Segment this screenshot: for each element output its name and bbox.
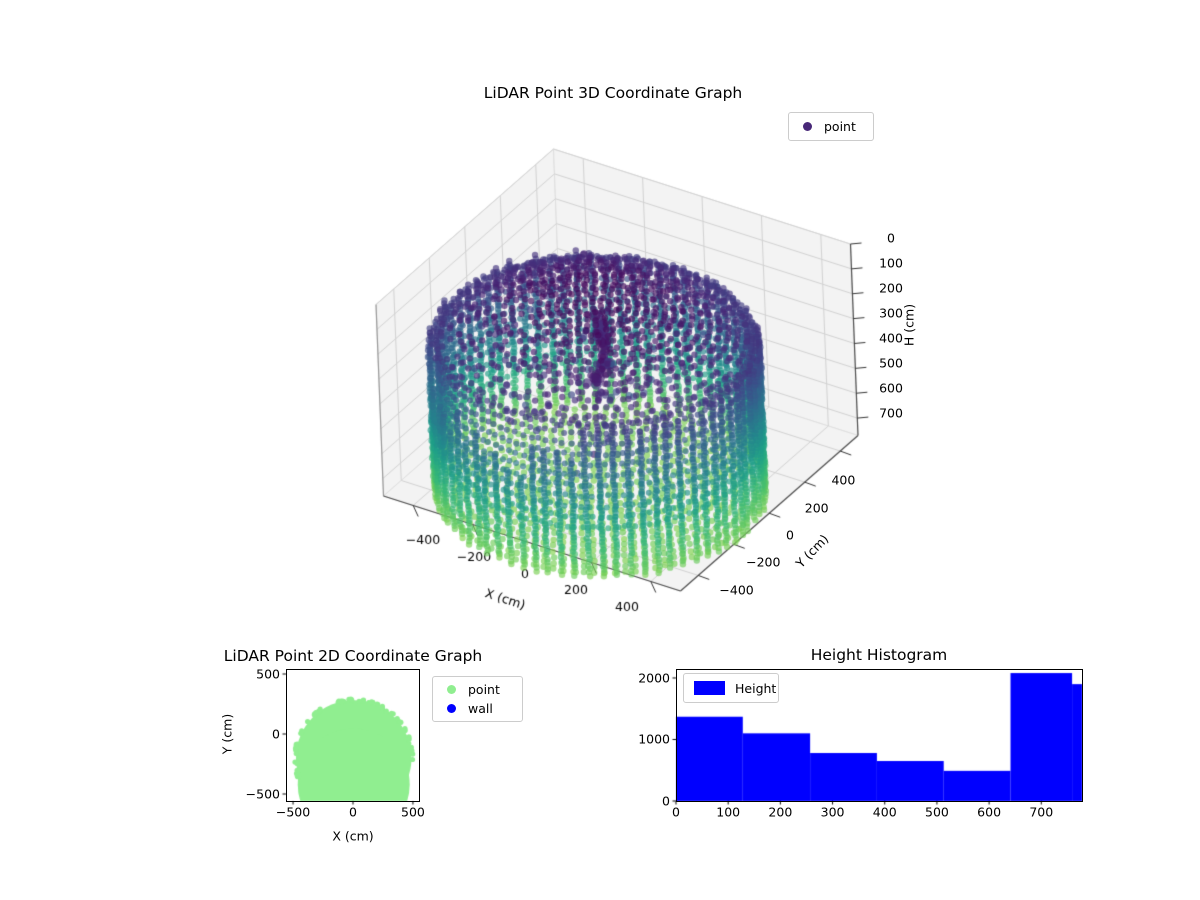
plot3d-title: LiDAR Point 3D Coordinate Graph <box>483 84 743 102</box>
plot3d-ytick-label: −200 <box>746 554 781 570</box>
histogram-xtick-label: 0 <box>672 804 680 820</box>
plot2d-title: LiDAR Point 2D Coordinate Graph <box>223 647 483 665</box>
point-marker-icon <box>447 685 456 694</box>
plot2d-xtick-label: 500 <box>401 804 425 820</box>
legend-label: Height <box>735 680 777 696</box>
histogram-xtick-label: 600 <box>977 804 1002 820</box>
histogram-legend[interactable]: Height <box>683 673 779 703</box>
plot3d-ytick-label: 400 <box>831 472 856 488</box>
plot2d-ytick-label: −500 <box>245 786 280 802</box>
height-swatch-icon <box>694 681 725 695</box>
plot3d-zlabel: H (cm) <box>901 303 917 347</box>
plot2d-ytick-label: 0 <box>272 726 280 742</box>
histogram-xtick-label: 200 <box>768 804 793 820</box>
plot2d-ytick-label: 500 <box>256 666 280 682</box>
plot3d-ztick-label: 200 <box>879 280 903 296</box>
plot3d-ztick-label: 100 <box>879 255 903 271</box>
legend-label: point <box>468 682 500 697</box>
plot2d-xlabel: X (cm) <box>332 828 374 844</box>
plot3d-ztick-label: 400 <box>879 330 903 346</box>
histogram-title: Height Histogram <box>810 646 948 664</box>
point-marker-icon <box>803 122 812 131</box>
plot3d-ytick-label: 0 <box>786 527 794 543</box>
plot2d-xtick-label: −500 <box>275 804 311 820</box>
plot2d-legend[interactable]: point wall <box>432 676 523 722</box>
histogram-xtick-label: 300 <box>820 804 845 820</box>
plot2d-axes-frame <box>286 669 420 802</box>
plot3d-ztick-label: 600 <box>879 380 903 396</box>
histogram-xtick-label: 400 <box>872 804 897 820</box>
legend-item-height: Height <box>692 679 776 698</box>
legend-label: point <box>824 119 856 134</box>
histogram-xtick-label: 100 <box>716 804 741 820</box>
wall-marker-icon <box>447 704 456 713</box>
plot3d-ztick-label: 300 <box>879 305 903 321</box>
histogram-axes-frame <box>676 669 1083 802</box>
legend-item-point-3d: point <box>797 117 865 136</box>
plot3d-ztick-label: 700 <box>879 405 903 421</box>
legend-item-wall-2d: wall <box>441 699 514 718</box>
plot3d-legend[interactable]: point <box>788 112 874 141</box>
histogram-ytick-label: 1000 <box>638 731 670 747</box>
plot2d-xtick-label: 0 <box>349 804 357 820</box>
plot3d-ytick-label: −400 <box>719 582 754 598</box>
legend-label: wall <box>468 701 493 716</box>
plot3d-ytick-label: 200 <box>804 500 829 516</box>
histogram-xtick-label: 500 <box>924 804 949 820</box>
plot3d-ztick-label: 500 <box>879 355 903 371</box>
histogram-xtick-label: 700 <box>1029 804 1054 820</box>
plot3d-ztick-label: 0 <box>887 230 895 246</box>
legend-item-point-2d: point <box>441 680 514 699</box>
plot2d-ylabel: Y (cm) <box>219 713 235 755</box>
histogram-ytick-label: 2000 <box>638 670 670 686</box>
histogram-ytick-label: 0 <box>662 793 670 809</box>
